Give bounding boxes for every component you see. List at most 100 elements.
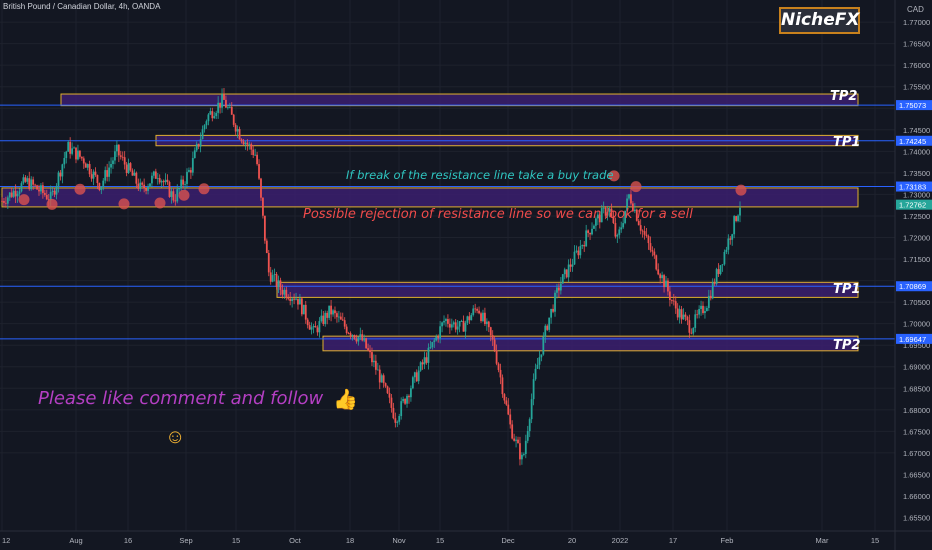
candle-body (552, 308, 554, 312)
candle-body (653, 251, 656, 256)
candle-body (559, 283, 562, 291)
candle-body (158, 178, 161, 183)
price-tick-label: 1.73000 (903, 190, 930, 199)
candle-body (480, 313, 482, 322)
touch-marker (735, 184, 747, 196)
candle-body (359, 334, 362, 338)
candle-body (649, 243, 652, 251)
candle-body (131, 170, 134, 176)
candle-body (443, 320, 445, 323)
candle-body (98, 183, 101, 190)
candle-body (690, 332, 693, 334)
candle-body (45, 194, 48, 200)
candle-body (478, 310, 480, 314)
candle-body (378, 369, 381, 383)
candle-body (499, 369, 502, 378)
candle-body (12, 190, 15, 197)
candle-body (203, 125, 206, 130)
candle-body (583, 245, 586, 247)
candle-body (252, 149, 255, 156)
candle-body (663, 275, 665, 288)
candle-body (287, 297, 290, 299)
candle-body (721, 264, 724, 266)
price-tick-label: 1.74500 (903, 126, 930, 135)
candle-body (143, 184, 146, 189)
candle-body (61, 164, 64, 177)
candle-body (47, 199, 50, 201)
candle-body (51, 190, 54, 192)
tp1-upper-label: TP1 (833, 135, 861, 150)
candle-body (602, 207, 605, 209)
candle-body (228, 106, 231, 108)
candle-body (637, 220, 640, 226)
candle-body (659, 274, 662, 279)
candle-body (454, 322, 457, 330)
candle-body (322, 315, 325, 325)
candle-body (330, 305, 332, 315)
candle-body (336, 313, 338, 318)
candle-body (725, 249, 728, 252)
candle-body (567, 264, 570, 278)
candle-body (86, 164, 89, 168)
candle-body (139, 182, 142, 189)
candle-body (16, 193, 19, 197)
candle-body (573, 251, 576, 265)
cta-text: Please like comment and follow (38, 388, 324, 409)
candle-body (408, 395, 410, 398)
candle-body (217, 102, 220, 113)
candle-body (40, 185, 42, 192)
candle-body (71, 148, 74, 154)
candle-body (610, 208, 613, 217)
currency-label: CAD (907, 5, 924, 14)
level-price-tag (896, 333, 932, 344)
candle-body (151, 175, 153, 184)
time-tick-label: 15 (871, 536, 879, 545)
candle-body (628, 194, 630, 199)
level-price-tag (896, 135, 932, 146)
price-tick-label: 1.76500 (903, 40, 930, 49)
last-price-label: 1.72762 (899, 201, 926, 210)
candle-body (470, 314, 473, 321)
candle-body (43, 192, 46, 195)
candle-body (110, 163, 112, 168)
candle-body (283, 289, 286, 295)
price-tick-label: 1.70000 (903, 320, 930, 329)
candle-body (540, 354, 543, 358)
candle-body (246, 142, 249, 145)
candle-body (371, 352, 373, 363)
candle-body (571, 264, 574, 267)
candle-body (688, 320, 691, 333)
candle-body (223, 94, 225, 100)
candle-body (402, 398, 405, 402)
candle-body (314, 325, 317, 328)
time-tick-label: Feb (721, 536, 734, 545)
candle-body (135, 172, 138, 184)
candle-body (28, 178, 31, 190)
candle-body (211, 111, 214, 119)
price-tick-label: 1.68500 (903, 384, 930, 393)
candle-body (65, 151, 68, 158)
candle-body (704, 311, 706, 314)
time-tick-label: 18 (346, 536, 354, 545)
candle-body (585, 230, 588, 247)
candle-body (645, 234, 648, 237)
candle-body (429, 347, 432, 348)
candle-body (320, 315, 323, 322)
candle-body (94, 171, 97, 176)
candle-body (468, 316, 471, 321)
candle-body (593, 225, 595, 229)
candle-body (694, 314, 697, 328)
candle-body (256, 154, 258, 165)
candle-body (106, 170, 109, 177)
candle-body (661, 275, 664, 279)
time-tick-label: 17 (669, 536, 677, 545)
candle-body (22, 177, 25, 184)
candle-body (476, 309, 479, 311)
candle-body (318, 321, 321, 333)
candle-body (100, 186, 103, 190)
candle-body (657, 269, 660, 275)
price-tick-label: 1.67000 (903, 449, 930, 458)
candle-body (234, 124, 237, 132)
candle-body (579, 246, 582, 256)
